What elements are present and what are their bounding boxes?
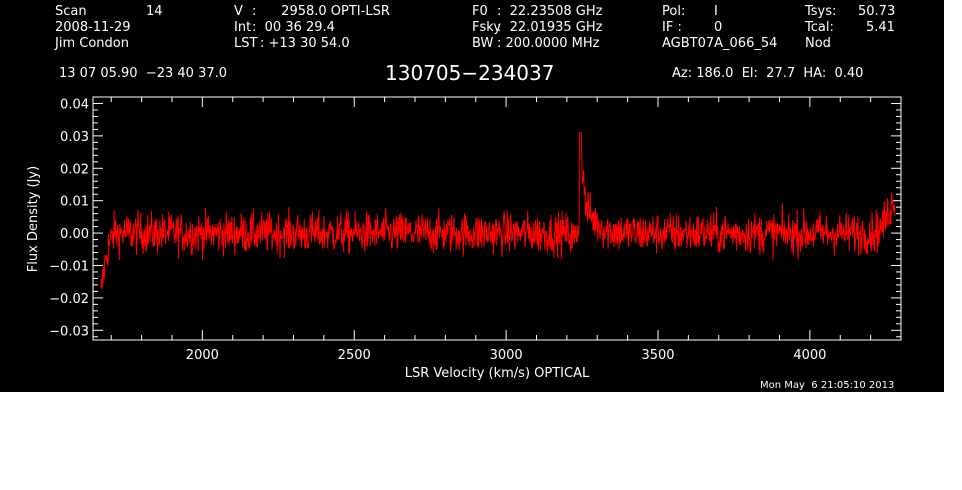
plot-panel: Scan 14 V : 2958.0 OPTI-LSR F0 : 22.2350… [0,0,944,392]
if-value: 0 [714,20,723,35]
y-ticks: −0.03 −0.02 −0.01 0.00 0.01 0.02 0.03 0.04 [49,97,901,339]
y-tick-label: −0.02 [49,292,89,307]
x-tick-label: 2000 [186,348,219,363]
chart-axes [92,96,902,341]
pol-label: Pol: [662,4,686,19]
bw-value: : 200.0000 MHz [497,36,600,51]
plot-frame [92,96,902,341]
f0-value: : 22.23508 GHz [497,4,603,19]
lst-label: LST [234,36,258,51]
observer-label: Jim Condon [55,36,129,51]
coords-label: 13 07 05.90 −23 40 37.0 [59,66,228,81]
x-tick-label: 3500 [641,348,674,363]
spectrum-chart: −0.03 −0.02 −0.01 0.00 0.01 0.02 0.03 0.04 2000… [26,96,902,381]
project-label: AGBT07A_066_54 [662,36,778,51]
x-tick-label: 4000 [793,348,826,363]
if-label: IF : [662,20,682,35]
y-tick-label: 0.01 [60,195,89,210]
fsky-value: : 22.01935 GHz [497,20,603,35]
lst-value: : +13 30 54.0 [260,36,350,51]
int-label: Int [234,20,252,35]
tsys-label: Tsys: [805,4,837,19]
pol-value: I [714,4,718,19]
tcal-value: 5.41 [866,20,895,35]
timestamp-label: Mon May 6 21:05:10 2013 [760,380,895,391]
velocity-label: V [234,4,243,19]
y-tick-label: 0.04 [60,97,89,112]
f0-label: F0 [472,4,488,19]
x-tick-label: 2500 [338,348,371,363]
x-tick-label: 3000 [490,348,523,363]
int-value: : 00 36 29.4 [252,20,335,35]
tsys-value: 50.73 [858,4,896,19]
velocity-value: : 2958.0 OPTI-LSR [252,4,390,19]
pointing-label: Az: 186.0 El: 27.7 HA: 0.40 [672,66,864,81]
y-axis-label: Flux Density (Jy) [26,166,41,272]
mode-label: Nod [805,36,831,51]
y-tick-label: 0.02 [60,162,89,177]
x-axis-label: LSR Velocity (km/s) OPTICAL [405,366,590,381]
source-title: 130705−234037 [385,61,555,85]
scan-label: Scan [55,4,87,19]
scan-value: 14 [146,4,163,19]
y-tick-label: −0.01 [49,259,89,274]
date-label: 2008-11-29 [55,20,131,35]
y-tick-label: −0.03 [49,324,89,339]
fsky-label: Fsky [472,20,502,35]
tcal-label: Tcal: [805,20,834,35]
x-ticks: 2000 2500 3000 3500 4000 [110,97,902,363]
y-tick-label: 0.03 [60,130,89,145]
bw-label: BW [472,36,494,51]
spectrum-trace [100,132,896,290]
y-tick-label: 0.00 [60,227,89,242]
